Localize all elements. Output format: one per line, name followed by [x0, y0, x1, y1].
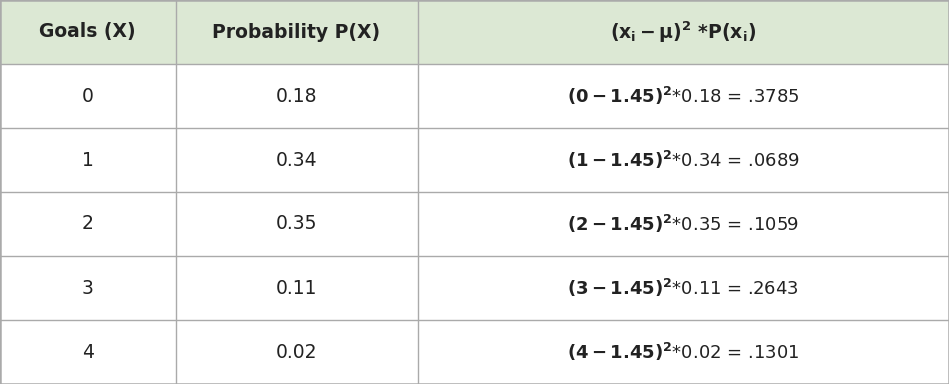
Text: Probability P(X): Probability P(X) — [213, 23, 381, 41]
Text: $\mathbf{(4-1.45)^2}$*0.02 = .1301: $\mathbf{(4-1.45)^2}$*0.02 = .1301 — [568, 341, 799, 363]
Bar — [0, 0, 949, 64]
Text: 4: 4 — [82, 343, 94, 361]
Bar — [0, 64, 949, 128]
Text: 1: 1 — [82, 151, 94, 169]
Text: 0: 0 — [82, 86, 94, 106]
Text: 3: 3 — [82, 278, 94, 298]
Bar — [0, 128, 949, 192]
Text: 2: 2 — [82, 215, 94, 233]
Text: 0.11: 0.11 — [276, 278, 317, 298]
Bar — [0, 192, 949, 256]
Text: 0.02: 0.02 — [276, 343, 317, 361]
Bar — [0, 256, 949, 320]
Bar — [0, 320, 949, 384]
Text: $\mathbf{(1-1.45)^2}$*0.34 = .0689: $\mathbf{(1-1.45)^2}$*0.34 = .0689 — [567, 149, 800, 171]
Text: $\mathbf{(2-1.45)^2}$*0.35 = .1059: $\mathbf{(2-1.45)^2}$*0.35 = .1059 — [568, 213, 799, 235]
Text: $\mathbf{(0-1.45)^2}$*0.18 = .3785: $\mathbf{(0-1.45)^2}$*0.18 = .3785 — [568, 85, 799, 107]
Text: 0.34: 0.34 — [276, 151, 317, 169]
Text: Goals (X): Goals (X) — [40, 23, 136, 41]
Text: 0.35: 0.35 — [276, 215, 317, 233]
Text: $\mathbf{(x_i-\mu)^2}$ $\mathbf{* P(x_i)}$: $\mathbf{(x_i-\mu)^2}$ $\mathbf{* P(x_i)… — [610, 19, 756, 45]
Text: 0.18: 0.18 — [276, 86, 317, 106]
Text: $\mathbf{(3-1.45)^2}$*0.11 = .2643: $\mathbf{(3-1.45)^2}$*0.11 = .2643 — [568, 277, 799, 299]
